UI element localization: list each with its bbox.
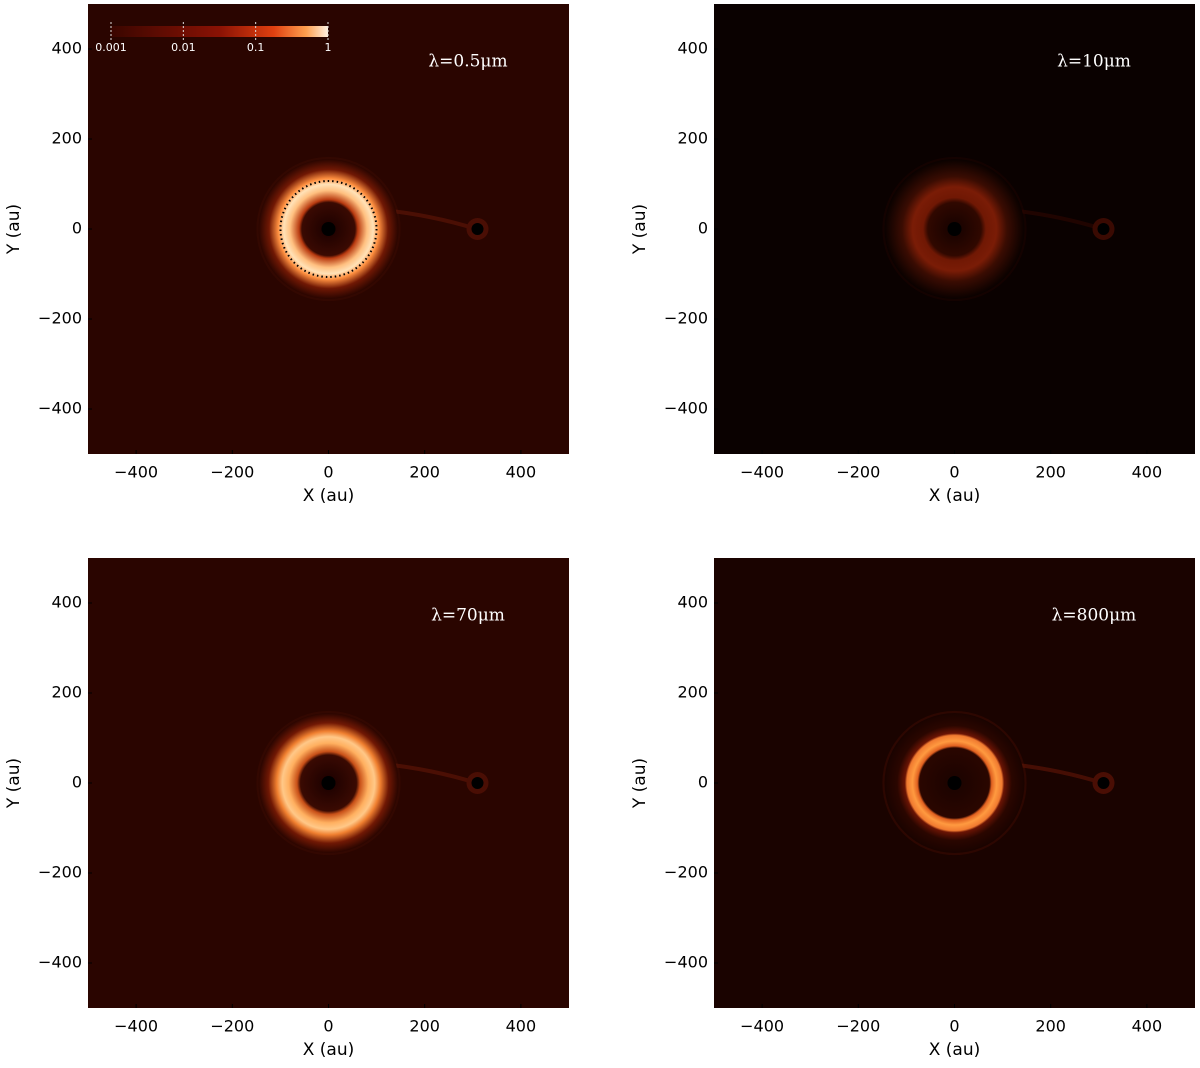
y-tick-label: −200 xyxy=(664,309,708,328)
colorbar xyxy=(111,26,328,37)
x-axis-label: X (au) xyxy=(303,486,355,506)
y-tick-label: 0 xyxy=(698,219,708,238)
x-tick-label: 400 xyxy=(1132,463,1163,482)
y-tick-label: −400 xyxy=(38,399,82,418)
y-tick-label: 200 xyxy=(677,683,708,702)
y-tick-label: 400 xyxy=(51,39,82,58)
image xyxy=(714,4,1195,454)
x-tick-label: 0 xyxy=(949,463,959,482)
annotation: λ=0.5μm xyxy=(428,52,507,72)
x-tick-label: −400 xyxy=(740,1017,784,1036)
colorbar-tick-label: 0.001 xyxy=(95,41,127,54)
image xyxy=(714,558,1195,1008)
annotation: λ=10μm xyxy=(1057,52,1131,72)
x-tick-label: 400 xyxy=(1132,1017,1163,1036)
annotation: λ=800μm xyxy=(1052,606,1137,626)
x-tick-label: −200 xyxy=(210,1017,254,1036)
y-tick-label: −200 xyxy=(38,309,82,328)
x-tick-label: 200 xyxy=(1035,1017,1066,1036)
star-mask xyxy=(321,776,336,790)
y-tick-label: 200 xyxy=(51,683,82,702)
x-tick-label: 200 xyxy=(409,463,440,482)
x-tick-label: 0 xyxy=(949,1017,959,1036)
y-tick-label: 0 xyxy=(698,773,708,792)
colorbar-tick-label: 1 xyxy=(325,41,332,54)
star-mask xyxy=(947,776,962,790)
y-axis-label: Y (au) xyxy=(630,204,650,255)
y-tick-label: 400 xyxy=(51,593,82,612)
y-tick-label: −400 xyxy=(38,953,82,972)
y-tick-label: −400 xyxy=(664,399,708,418)
y-tick-label: −200 xyxy=(664,863,708,882)
star-mask xyxy=(321,222,336,236)
x-tick-label: 0 xyxy=(323,463,333,482)
y-tick-label: 200 xyxy=(677,129,708,148)
companion xyxy=(471,777,484,789)
colorbar-tick-label: 0.1 xyxy=(247,41,265,54)
x-tick-label: 400 xyxy=(506,1017,537,1036)
y-tick-label: 0 xyxy=(72,773,82,792)
x-tick-label: −400 xyxy=(114,1017,158,1036)
x-tick-label: −400 xyxy=(740,463,784,482)
x-tick-label: −400 xyxy=(114,463,158,482)
y-axis-label: Y (au) xyxy=(4,758,24,809)
companion xyxy=(471,223,484,235)
annotation: λ=70μm xyxy=(431,606,505,626)
x-axis-label: X (au) xyxy=(929,486,981,506)
y-axis-label: Y (au) xyxy=(4,204,24,255)
y-tick-label: 400 xyxy=(677,593,708,612)
image xyxy=(88,4,569,454)
companion xyxy=(1097,223,1110,235)
x-tick-label: 200 xyxy=(1035,463,1066,482)
x-tick-label: 400 xyxy=(506,463,537,482)
y-tick-label: 0 xyxy=(72,219,82,238)
y-tick-label: −200 xyxy=(38,863,82,882)
x-axis-label: X (au) xyxy=(929,1040,981,1060)
x-tick-label: −200 xyxy=(210,463,254,482)
x-axis-label: X (au) xyxy=(303,1040,355,1060)
colorbar-tick-label: 0.01 xyxy=(171,41,196,54)
y-axis-label: Y (au) xyxy=(630,758,650,809)
x-tick-label: 200 xyxy=(409,1017,440,1036)
x-tick-label: −200 xyxy=(836,1017,880,1036)
x-tick-label: −200 xyxy=(836,463,880,482)
image xyxy=(88,558,569,1008)
y-tick-label: 200 xyxy=(51,129,82,148)
x-tick-label: 0 xyxy=(323,1017,333,1036)
companion xyxy=(1097,777,1110,789)
y-tick-label: 400 xyxy=(677,39,708,58)
star-mask xyxy=(947,222,962,236)
reference-circle xyxy=(279,180,378,278)
y-tick-label: −400 xyxy=(664,953,708,972)
